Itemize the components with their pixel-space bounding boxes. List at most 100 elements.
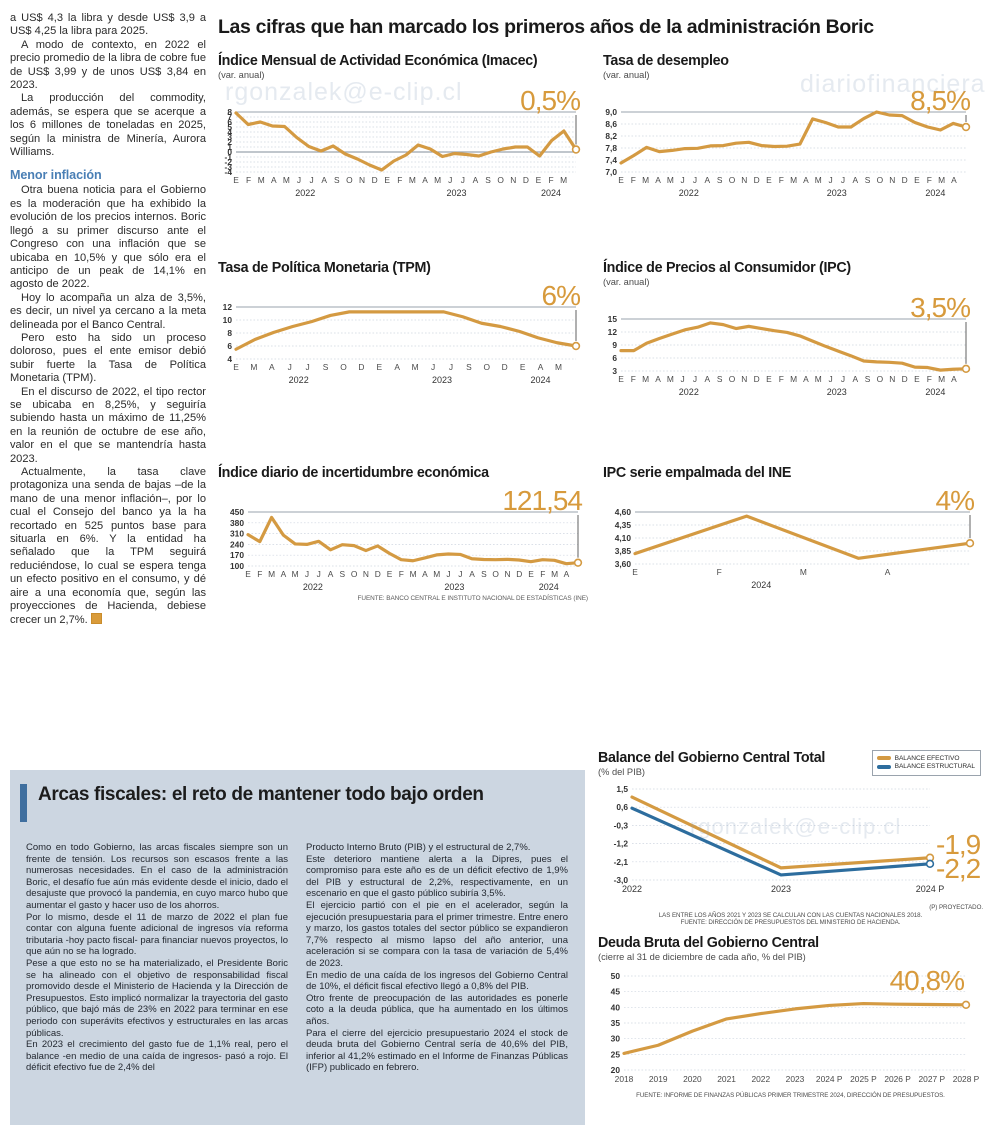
- chart-text: N: [363, 569, 369, 579]
- chart-text: 10: [223, 315, 233, 325]
- chart-text: M: [555, 362, 562, 372]
- last-point-marker: [965, 538, 975, 548]
- chart-text: O: [340, 362, 347, 372]
- chart-text: 2018: [615, 1074, 634, 1084]
- chart-text: D: [902, 374, 908, 384]
- chart-svg-desempleo: 7,07,47,88,28,69,0E F M A M J J A S O N D E F M A M J J A S O…: [605, 85, 971, 198]
- series-line: [619, 321, 968, 372]
- article-paragraph: En el discurso de 2022, el tipo rector s…: [10, 385, 206, 465]
- chart-text: -3: [225, 162, 233, 172]
- last-point-marker: [961, 1000, 971, 1009]
- last-point-marker: [925, 859, 935, 869]
- chart-text: F: [717, 567, 722, 577]
- chart-text: F: [631, 374, 636, 384]
- chart-text: M: [790, 374, 797, 384]
- fiscal-column-left: Como en todo Gobierno, las arcas fiscale…: [26, 842, 288, 1074]
- chart-text: F: [927, 374, 932, 384]
- chart-text: 2023: [447, 188, 467, 198]
- chart-title: Tasa de desempleo: [603, 53, 729, 69]
- chart-text: 2022: [679, 188, 699, 198]
- bottom-section: Arcas fiscales: el reto de mantener todo…: [0, 742, 988, 1133]
- chart-text: 4: [227, 127, 232, 137]
- chart-svg-ipc-empalmada: 3,60 3,85 4,10 4,35 4,60 E F M A 2024 4%: [615, 485, 975, 590]
- chart-text: E: [766, 175, 772, 185]
- chart-text: A: [655, 374, 661, 384]
- chart-text: S: [323, 362, 329, 372]
- chart-text: D: [375, 569, 381, 579]
- chart-text: E: [233, 362, 239, 372]
- chart-notes: (P) PROYECTADO. LAS ENTRE LOS AÑOS 2021 Y…: [598, 904, 983, 927]
- infographic-top: Las cifras que han marcado los primeros …: [218, 10, 980, 602]
- series-line: [619, 110, 968, 165]
- chart-text: O: [351, 569, 358, 579]
- chart-text: O: [729, 175, 736, 185]
- chart-deuda: Deuda Bruta del Gobierno Central (cierre …: [598, 935, 983, 1100]
- chart-text: J: [288, 362, 292, 372]
- chart-text: 30: [611, 1033, 621, 1043]
- chart-subtitle: (% del PIB): [598, 767, 646, 777]
- chart-text: F: [779, 175, 784, 185]
- chart-text: 15: [608, 314, 618, 324]
- series-line: [234, 310, 578, 351]
- chart-text: M: [258, 175, 265, 185]
- chart-text: S: [340, 569, 346, 579]
- chart-text: 310: [230, 529, 244, 539]
- chart-text: D: [516, 569, 522, 579]
- chart-text: J: [448, 175, 452, 185]
- callout-value: 40,8%: [890, 965, 964, 996]
- chart-text: 3: [227, 132, 232, 142]
- chart-text: M: [667, 374, 674, 384]
- chart-text: 2019: [649, 1074, 668, 1084]
- chart-text: 8: [227, 107, 232, 117]
- fiscal-paragraph: Pese a que esto no se ha materializado, …: [26, 957, 288, 1039]
- callout-value: 8,5%: [910, 85, 970, 116]
- article-paragraph: Hoy lo acompaña un alza de 3,5%, es deci…: [10, 291, 206, 331]
- chart-text: D: [902, 175, 908, 185]
- chart-text: 12: [608, 327, 618, 337]
- chart-text: 50: [611, 971, 621, 981]
- chart-text: S: [466, 362, 472, 372]
- chart-subtitle: (var. anual): [603, 70, 650, 80]
- chart-text: A: [271, 175, 277, 185]
- chart-text: S: [717, 374, 723, 384]
- chart-text: M: [938, 175, 945, 185]
- chart-title: Balance del Gobierno Central Total: [598, 750, 826, 766]
- chart-text: A: [705, 374, 711, 384]
- chart-text: E: [536, 175, 542, 185]
- chart-text: 6: [227, 117, 232, 127]
- article-paragraph-last: Actualmente, la tasa clave protagoniza u…: [10, 466, 206, 628]
- article-paragraph: A modo de contexto, en 2022 el precio pr…: [10, 38, 206, 92]
- chart-text: F: [631, 175, 636, 185]
- chart-text: M: [560, 175, 567, 185]
- series-value-label: -1,9: [936, 829, 981, 860]
- chart-svg-deuda: 20 25 30 35 40 45 50 2018 2019 2020 2021 2022 2023 20…: [611, 965, 980, 1084]
- chart-text: A: [538, 362, 544, 372]
- chart-text: S: [485, 175, 491, 185]
- chart-text: M: [815, 374, 822, 384]
- chart-note: LAS ENTRE LOS AÑOS 2021 Y 2023 SE CALCUL…: [658, 911, 923, 919]
- chart-text: M: [433, 569, 440, 579]
- chart-text: D: [523, 175, 529, 185]
- chart-text: E: [245, 569, 251, 579]
- chart-text: J: [829, 374, 833, 384]
- chart-text: 4,10: [615, 533, 632, 543]
- chart-text: N: [504, 569, 510, 579]
- chart-svg-tpm: 4 6 8 10 12 E M A J J S O D E A M J J S O D E A M 2022 2023 2024 6%: [223, 280, 581, 385]
- chart-text: 3: [612, 366, 617, 376]
- chart-text: E: [766, 374, 772, 384]
- chart-text: J: [829, 175, 833, 185]
- chart-text: D: [754, 175, 760, 185]
- chart-text: J: [461, 175, 465, 185]
- chart-legend: BALANCE EFECTIVO BALANCE ESTRUCTURAL: [871, 750, 981, 776]
- fiscal-paragraph: Otro frente de preocupación de las autor…: [306, 992, 568, 1027]
- chart-text: M: [283, 175, 290, 185]
- article-paragraph: Pero esto ha sido un proceso doloroso, p…: [10, 331, 206, 385]
- fiscal-text-columns: Como en todo Gobierno, las arcas fiscale…: [26, 842, 571, 1074]
- chart-text: -1: [225, 152, 233, 162]
- chart-text: 2023: [771, 884, 791, 894]
- chart-text: 2023: [827, 387, 847, 397]
- chart-note: FUENTE: DIRECCIÓN DE PRESUPUESTOS DEL MI…: [680, 919, 901, 927]
- chart-text: S: [481, 569, 487, 579]
